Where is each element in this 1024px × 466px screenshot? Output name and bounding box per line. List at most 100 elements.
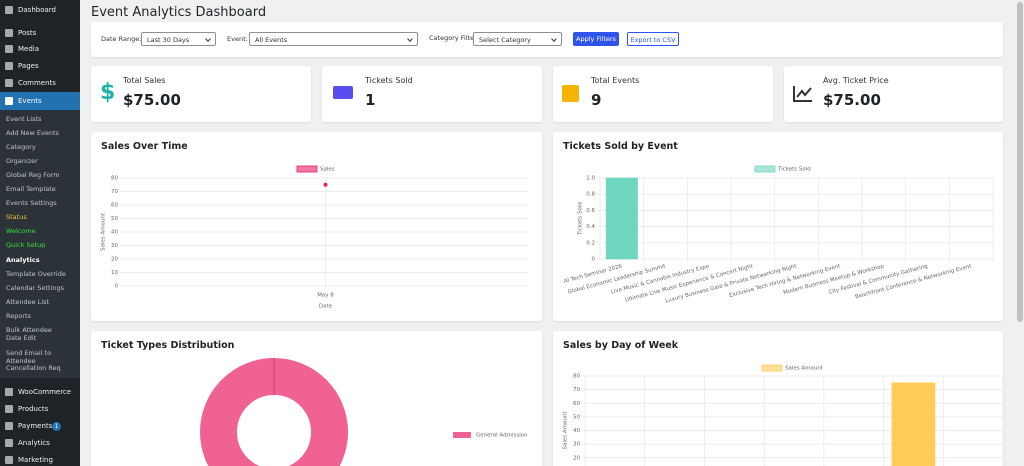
submenu-item[interactable]: Welcome xyxy=(6,227,36,235)
legend-swatch xyxy=(761,364,783,372)
chart-title: Sales Over Time xyxy=(101,141,188,152)
y-tick-label: 10 xyxy=(111,270,118,276)
icon xyxy=(5,79,13,87)
menu-item[interactable]: WooCommerce xyxy=(18,388,72,396)
menu-item[interactable]: Media xyxy=(18,45,40,53)
y-tick-label: 80 xyxy=(111,176,118,182)
icon xyxy=(5,45,13,53)
menu-item[interactable]: Events xyxy=(18,97,42,105)
y-tick-label: 30 xyxy=(573,442,580,448)
icon xyxy=(5,29,13,37)
submenu-item[interactable]: Calendar Settings xyxy=(6,284,64,292)
submenu-item[interactable]: Category xyxy=(6,143,36,151)
icon xyxy=(5,97,13,105)
submenu-item[interactable]: Bulk Attendee Date Edit xyxy=(6,326,52,342)
menu-item[interactable]: Posts xyxy=(18,29,37,37)
y-axis-label: Sales Amount xyxy=(101,212,107,251)
legend-label: General Admission xyxy=(476,433,528,439)
export-button[interactable]: Export to CSV xyxy=(627,32,679,46)
chart-title: Tickets Sold by Event xyxy=(563,141,678,152)
menu-item[interactable]: Comments xyxy=(18,79,56,87)
card-value: $75.00 xyxy=(823,91,881,109)
select[interactable]: Select Category xyxy=(473,32,562,46)
y-tick-label: 20 xyxy=(111,257,118,263)
submenu-item[interactable]: Add New Events xyxy=(6,129,59,137)
card-label: Avg. Ticket Price xyxy=(823,76,889,85)
card-value: 9 xyxy=(591,91,602,109)
icon xyxy=(562,85,579,102)
menu-item[interactable]: Payments xyxy=(18,422,53,430)
menu-item[interactable]: Dashboard xyxy=(18,6,56,14)
submenu-item[interactable]: Analytics xyxy=(6,256,40,264)
y-tick-label: 50 xyxy=(111,216,118,222)
filter-label: Event: xyxy=(227,35,248,43)
stat-card: $ Total Sales $75.00 xyxy=(91,66,311,122)
menu-item[interactable]: Products xyxy=(18,405,49,413)
menu-item[interactable]: Marketing xyxy=(18,456,53,464)
card-label: Tickets Sold xyxy=(365,76,413,85)
stat-card: Total Events 9 xyxy=(553,66,773,122)
card-value: 1 xyxy=(365,91,376,109)
icon xyxy=(5,388,13,396)
chart-title: Sales by Day of Week xyxy=(563,340,679,351)
submenu-item[interactable]: Reports xyxy=(6,312,31,320)
legend-swatch xyxy=(453,432,471,438)
stat-card: Tickets Sold 1 xyxy=(322,66,542,122)
badge: 1 xyxy=(52,422,61,431)
point xyxy=(323,182,328,187)
chart-panel: Sales Over Time xyxy=(91,132,542,321)
y-tick-label: 0 xyxy=(592,257,596,263)
legend-label: Sales Amount xyxy=(785,366,824,372)
submenu-item[interactable]: Event Lists xyxy=(6,115,42,123)
active-menu xyxy=(0,92,80,110)
legend-label: Sales xyxy=(320,167,335,173)
bar xyxy=(605,177,638,260)
icon xyxy=(5,422,13,430)
y-tick-label: 40 xyxy=(111,230,118,236)
submenu-item[interactable]: Cancellation Req xyxy=(6,364,61,372)
y-tick-label: 80 xyxy=(573,374,580,380)
submenu-item[interactable]: Global Reg Form xyxy=(6,171,60,179)
y-tick-label: 30 xyxy=(111,243,118,249)
icon xyxy=(5,6,13,14)
submenu-item[interactable]: Email Template xyxy=(6,185,56,193)
legend-swatch xyxy=(754,165,776,173)
sidebar: Dashboard Posts Media Pages Comments Eve… xyxy=(0,0,80,466)
scroll-thumb[interactable] xyxy=(1017,2,1023,322)
submenu-item[interactable]: Send Email to Attendee xyxy=(6,349,52,365)
y-tick-label: 0.6 xyxy=(586,208,595,214)
y-tick-label: 0.8 xyxy=(586,192,595,198)
scrollbar xyxy=(1016,0,1024,466)
y-tick-label: 0.2 xyxy=(586,240,595,246)
submenu-item[interactable]: Organizer xyxy=(6,157,38,165)
submenu xyxy=(0,110,80,378)
icon xyxy=(333,86,353,99)
y-axis-label: Tickets Sold xyxy=(578,202,584,236)
x-tick-label: May 8 xyxy=(317,293,334,299)
icon xyxy=(793,86,812,102)
y-tick-label: 0.4 xyxy=(586,224,595,230)
icon xyxy=(5,62,13,70)
menu-item[interactable]: Pages xyxy=(18,62,39,70)
page-title: Event Analytics Dashboard xyxy=(91,5,267,20)
select[interactable]: Last 30 Days xyxy=(141,32,216,46)
submenu-item[interactable]: Attendee List xyxy=(6,298,50,306)
bar xyxy=(891,382,936,466)
y-tick-label: 40 xyxy=(573,428,580,434)
submenu-item[interactable]: Status xyxy=(6,213,27,221)
card-label: Total Events xyxy=(591,76,640,85)
legend-label: Tickets Sold xyxy=(777,167,811,173)
submenu-item[interactable]: Quick Setup xyxy=(6,241,46,249)
y-tick-label: 50 xyxy=(573,414,580,420)
y-tick-label: 0 xyxy=(115,284,119,290)
menu-item[interactable]: Analytics xyxy=(18,439,50,447)
submenu-item[interactable]: Template Override xyxy=(6,270,66,278)
select[interactable]: All Events xyxy=(249,32,418,46)
apply-button[interactable]: Apply Filters xyxy=(573,32,619,46)
y-tick-label: 60 xyxy=(111,203,118,209)
submenu-item[interactable]: Events Settings xyxy=(6,199,57,207)
card-value: $75.00 xyxy=(123,91,181,109)
y-tick-label: 60 xyxy=(573,401,580,407)
